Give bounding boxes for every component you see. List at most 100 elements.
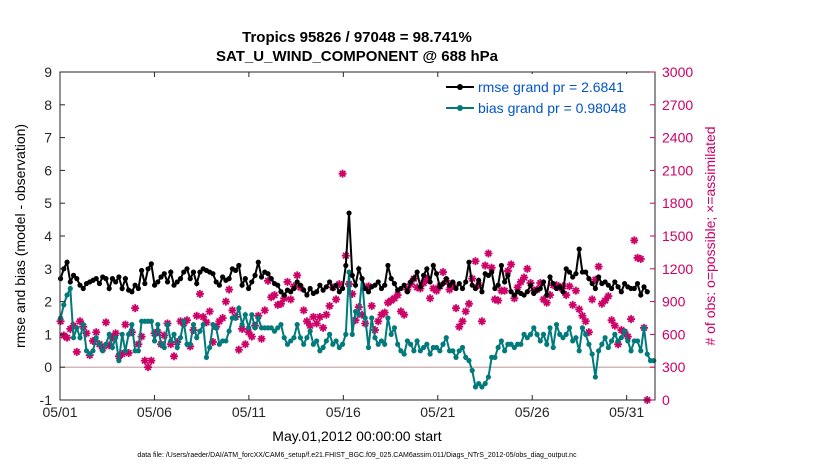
rmse-point [64, 259, 70, 265]
x-tick-label: 05/26 [515, 404, 550, 420]
rmse-point [197, 269, 203, 275]
rmse-point [226, 276, 232, 282]
obs-marker [225, 285, 234, 294]
rmse-point [249, 279, 255, 285]
bias-point [524, 335, 530, 341]
rmse-point [184, 266, 190, 272]
bias-point [440, 341, 446, 347]
rmse-point [531, 290, 537, 296]
y-right-tick-label: 1800 [662, 195, 693, 211]
bias-point [343, 331, 349, 337]
rmse-point [388, 276, 394, 282]
rmse-point [476, 277, 482, 283]
rmse-point [297, 282, 304, 288]
obs-marker [234, 345, 243, 354]
rmse-point [557, 284, 563, 290]
rmse-point [213, 279, 219, 285]
rmse-point [408, 279, 414, 285]
rmse-point [631, 285, 637, 292]
bias-point [466, 358, 472, 364]
bias-point [411, 348, 417, 354]
rmse-point [566, 269, 573, 275]
bias-point [362, 315, 368, 321]
obs-marker [144, 363, 153, 372]
rmse-point [414, 269, 420, 275]
obs-marker [92, 328, 101, 337]
bias-point [181, 318, 187, 324]
bias-point [463, 354, 469, 360]
bias-point [168, 338, 174, 344]
obs-marker [630, 236, 639, 245]
obs-marker [247, 332, 256, 341]
bias-point [210, 321, 216, 328]
obs-marker [471, 257, 480, 266]
rmse-point [563, 266, 569, 272]
rmse-point [446, 282, 453, 288]
obs-marker [306, 321, 315, 330]
bias-point [651, 358, 657, 364]
obs-marker [195, 289, 204, 298]
rmse-point [242, 276, 248, 282]
obs-marker [367, 301, 376, 310]
y-right-tick-label: 300 [662, 359, 686, 375]
rmse-point [608, 285, 615, 292]
x-tick-label: 05/11 [232, 404, 266, 420]
rmse-point [116, 274, 122, 280]
rmse-point [314, 289, 320, 295]
bias-point [171, 331, 177, 337]
x-tick-label: 05/16 [326, 404, 361, 420]
bias-point [485, 374, 492, 380]
obs-marker [312, 319, 321, 328]
bias-point [314, 338, 320, 344]
bias-point [560, 335, 566, 341]
rmse-point [495, 282, 501, 288]
x-tick-label: 05/01 [42, 404, 77, 420]
bias-point [77, 335, 83, 341]
bias-point [469, 367, 475, 374]
rmse-point [220, 274, 226, 280]
obs-marker [542, 298, 551, 307]
rmse-point [430, 262, 436, 269]
bias-point [307, 328, 313, 334]
y-right-tick-label: 1500 [662, 228, 693, 244]
bias-point [93, 335, 99, 341]
rmse-point [265, 271, 271, 277]
bias-point [420, 344, 427, 351]
rmse-point [450, 279, 456, 285]
rmse-point [57, 276, 64, 282]
bias-point [288, 338, 294, 344]
bias-point [537, 338, 543, 344]
bias-point [388, 331, 394, 337]
obs-marker [325, 301, 334, 310]
bias-point [310, 341, 316, 347]
obs-marker [452, 304, 461, 313]
rmse-point [113, 279, 119, 285]
obs-marker [319, 323, 328, 332]
bias-point [372, 335, 378, 341]
bias-point [492, 354, 498, 360]
bias-point [207, 344, 213, 351]
rmse-point [343, 262, 349, 269]
bias-point [330, 341, 336, 347]
bias-point [155, 321, 161, 328]
bias-point [297, 335, 304, 341]
obs-marker [76, 317, 85, 326]
bias-point [382, 341, 388, 347]
bias-point [417, 348, 423, 354]
obs-marker [484, 249, 493, 258]
bias-point [553, 321, 560, 328]
rmse-point [268, 276, 274, 282]
rmse-point [463, 279, 469, 285]
obs-marker [276, 299, 285, 308]
rmse-point [135, 285, 141, 292]
rmse-point [119, 285, 125, 292]
bias-point [375, 341, 381, 347]
bias-point [80, 321, 86, 328]
bias-point [304, 335, 310, 341]
rmse-point [638, 292, 644, 298]
bias-point [190, 321, 197, 328]
bias-point [573, 335, 579, 341]
bias-point [203, 354, 210, 360]
bias-point [236, 305, 242, 311]
obs-marker [439, 268, 448, 277]
